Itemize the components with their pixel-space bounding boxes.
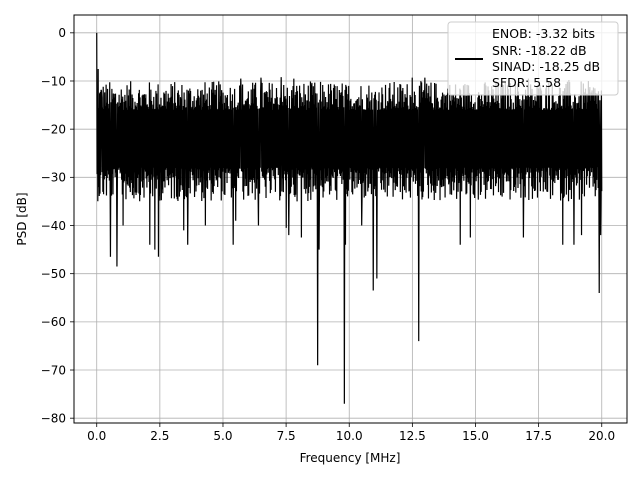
y-tick-label: −40: [41, 219, 66, 233]
y-tick-label: −50: [41, 267, 66, 281]
y-axis-ticks: 0 −10 −20 −30 −40 −50 −60 −70 −80: [41, 26, 74, 425]
psd-series-line: [96, 32, 603, 404]
x-tick-label: 15.0: [462, 429, 489, 443]
x-tick-label: 5.0: [213, 429, 232, 443]
legend-box: [447, 21, 619, 96]
y-tick-label: −30: [41, 171, 66, 185]
y-tick-label: −60: [41, 315, 66, 329]
legend-entry-snr: SNR: -18.22 dB: [492, 43, 587, 58]
x-axis-ticks: 0.0 2.5 5.0 7.5 10.0 12.5 15.0 17.5 20.0: [87, 423, 615, 443]
x-tick-label: 7.5: [277, 429, 296, 443]
x-tick-label: 12.5: [399, 429, 426, 443]
plot-frame: [73, 14, 628, 424]
x-tick-label: 0.0: [87, 429, 106, 443]
x-tick-label: 20.0: [588, 429, 615, 443]
y-tick-label: −20: [41, 122, 66, 136]
x-tick-label: 2.5: [150, 429, 169, 443]
y-tick-label: −70: [41, 363, 66, 377]
legend-entry-enob: ENOB: -3.32 bits: [492, 26, 595, 41]
y-tick-label: −10: [41, 74, 66, 88]
x-tick-label: 10.0: [336, 429, 363, 443]
x-tick-label: 17.5: [525, 429, 552, 443]
y-tick-label: −80: [41, 411, 66, 425]
legend-entry-sfdr: SFDR: 5.58: [492, 75, 561, 90]
y-axis-label: PSD [dB]: [15, 192, 29, 245]
legend-entry-sinad: SINAD: -18.25 dB: [492, 59, 600, 74]
x-axis-label: Frequency [MHz]: [300, 451, 401, 465]
y-tick-label: 0: [58, 26, 66, 40]
legend: ENOB: -3.32 bits SNR: -18.22 dB SINAD: -…: [447, 21, 619, 96]
